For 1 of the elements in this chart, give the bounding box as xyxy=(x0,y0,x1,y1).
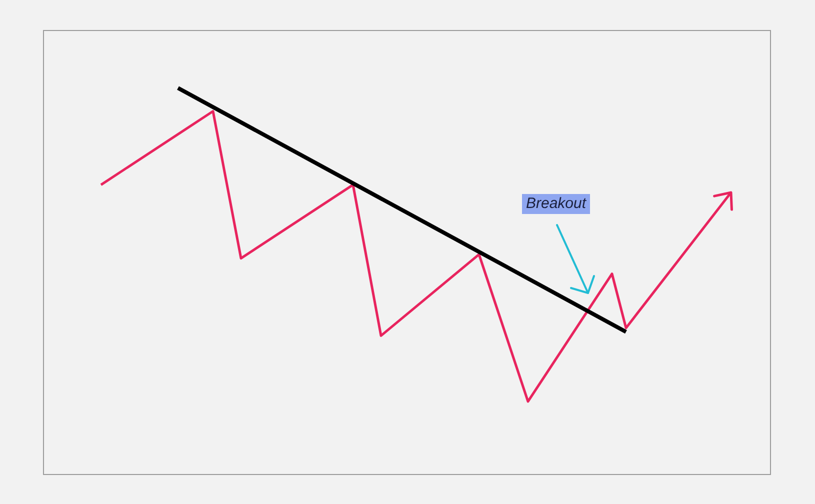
annotation: Breakout xyxy=(522,194,590,214)
